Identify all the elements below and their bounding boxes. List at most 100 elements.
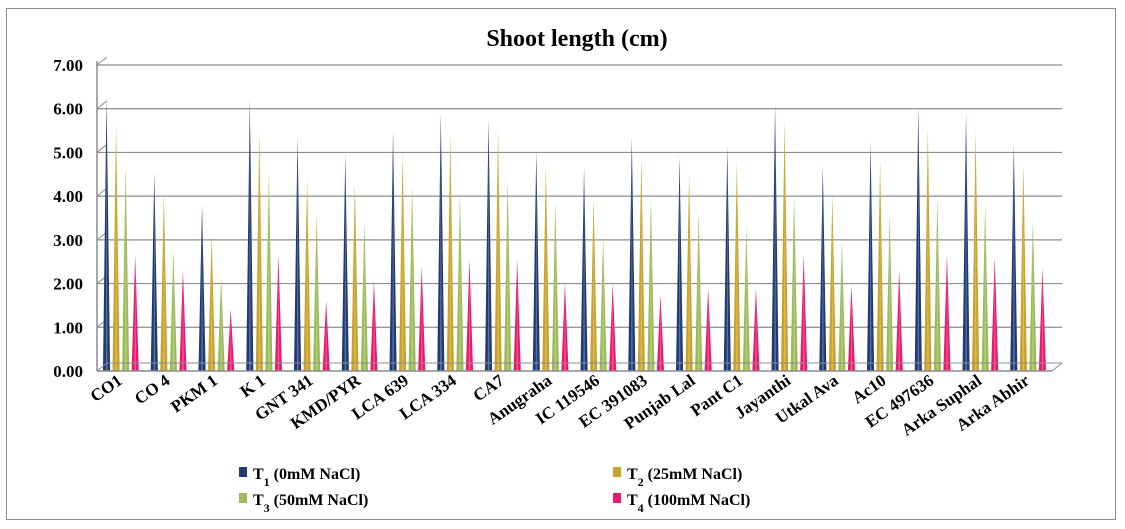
bar-highlight [354, 183, 356, 371]
bar-highlight [277, 255, 280, 371]
bar-3 [1029, 220, 1037, 371]
bar-highlight [850, 285, 853, 371]
bar-highlight [879, 161, 881, 371]
bar-highlight [984, 204, 987, 371]
bar-highlight [182, 270, 184, 371]
bar-highlight [898, 270, 901, 371]
bar-3 [217, 277, 225, 371]
bar-highlight [602, 237, 605, 371]
bar-1 [246, 99, 254, 371]
bar-highlight [993, 257, 996, 371]
bar-highlight [678, 156, 681, 371]
bar-highlight [917, 106, 920, 372]
legend-label: T3 (50mM NaCl) [253, 492, 368, 515]
bar-1 [437, 113, 445, 371]
gridline-depth [96, 144, 108, 153]
x-tick-label: K 1 [237, 371, 269, 401]
bar-2 [160, 193, 168, 371]
bar-highlight [535, 150, 538, 371]
bar-2 [637, 156, 645, 371]
bar-4 [561, 283, 569, 371]
chart-svg: Shoot length (cm) 0.00 1.00 2.00 3.00 4.00 5.… [53, 26, 1063, 515]
bar-highlight [650, 198, 652, 371]
y-tick-label: 6.00 [53, 100, 83, 119]
bar-highlight [210, 235, 213, 371]
bar-highlight [974, 130, 977, 371]
bar-highlight [583, 167, 585, 371]
bar-highlight [105, 97, 108, 372]
legend-swatch [239, 467, 247, 477]
bar-highlight [888, 215, 891, 371]
bar-highlight [1041, 268, 1044, 371]
bar-1 [962, 113, 970, 371]
bar-highlight [306, 178, 308, 371]
bar-2 [494, 130, 502, 371]
bar-highlight [659, 294, 662, 371]
y-tick-label: 7.00 [53, 56, 83, 75]
bar-1 [341, 154, 349, 371]
bar-4 [227, 309, 235, 371]
bar-2 [733, 161, 741, 371]
x-tick-label: CO1 [87, 371, 126, 406]
bar-highlight [201, 204, 203, 371]
bar-highlight [124, 165, 127, 371]
y-tick-label: 5.00 [53, 143, 83, 162]
bar-3 [838, 242, 846, 371]
bar-1 [723, 145, 731, 371]
bar-highlight [841, 242, 843, 371]
bar-highlight [315, 213, 318, 371]
bar-2 [781, 119, 789, 372]
bar-highlight [783, 119, 786, 372]
bar-1 [675, 156, 684, 371]
bar-highlight [1022, 163, 1025, 371]
bar-highlight [745, 226, 748, 371]
legend: T1 (0mM NaCl) T2 (25mM NaCl) T3 (50mM NaCl… [239, 466, 750, 515]
bar-4 [991, 257, 999, 371]
bar-highlight [869, 141, 872, 371]
bar-1 [293, 137, 302, 371]
bar-3 [742, 226, 750, 371]
bar-highlight [487, 119, 490, 372]
chart-title: Shoot length (cm) [486, 26, 667, 52]
bar-4 [704, 287, 712, 371]
bar-highlight [936, 198, 939, 371]
legend-label: T1 (0mM NaCl) [253, 466, 360, 489]
bar-1 [1010, 143, 1018, 371]
bar-highlight [153, 172, 156, 371]
bar-highlight [249, 99, 251, 371]
bar-3 [933, 198, 941, 371]
bar-4 [609, 283, 617, 371]
bar-2 [542, 165, 550, 371]
bar-highlight [229, 309, 232, 371]
bar-highlight [268, 172, 270, 371]
bar-highlight [1013, 143, 1015, 371]
bar-highlight [545, 165, 547, 371]
bar-4 [1038, 268, 1047, 371]
bar-2 [1019, 163, 1027, 371]
bar-highlight [373, 281, 375, 371]
bar-highlight [564, 283, 566, 371]
bar-2 [590, 198, 598, 371]
bar-highlight [554, 202, 557, 371]
bar-1 [150, 172, 158, 371]
bar-highlight [392, 130, 394, 371]
bar-highlight [822, 165, 824, 371]
bar-3 [122, 165, 130, 371]
bar-4 [179, 270, 187, 371]
bar-4 [513, 259, 521, 371]
bar-2 [399, 152, 407, 371]
y-tick-label: 0.00 [53, 362, 83, 381]
bar-3 [360, 222, 368, 371]
y-axis-tick-labels: 0.00 1.00 2.00 3.00 4.00 5.00 6.00 7.00 [53, 56, 83, 381]
axes [96, 61, 1063, 372]
bar-3 [313, 213, 321, 371]
bar-4 [943, 255, 951, 371]
chart-frame: Shoot length (cm) 0.00 1.00 2.00 3.00 4.00 5.… [6, 8, 1116, 520]
bar-highlight [258, 132, 261, 371]
legend-label: T4 (100mM NaCl) [627, 492, 750, 515]
bar-4 [131, 255, 139, 371]
bar-highlight [631, 137, 633, 371]
bar-highlight [831, 193, 834, 371]
gridline-depth [96, 56, 108, 66]
gridline-depth [96, 100, 108, 110]
